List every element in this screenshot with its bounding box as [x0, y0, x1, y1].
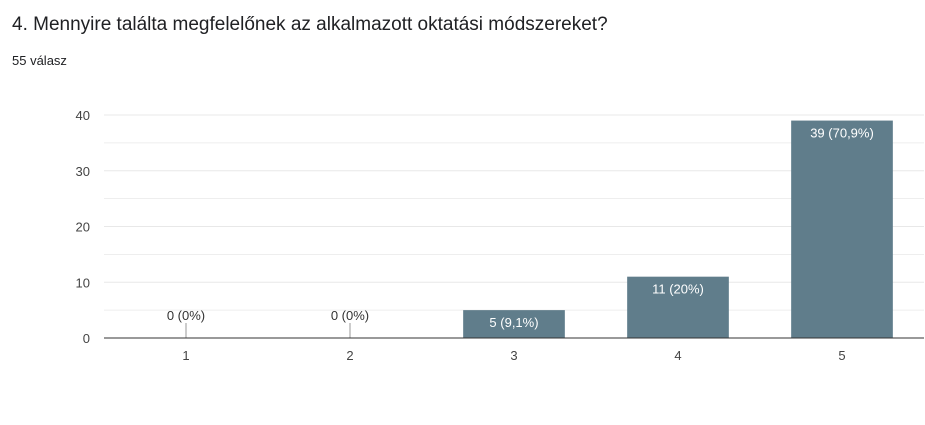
data-label: 39 (70,9%) — [810, 126, 874, 141]
x-tick-label: 2 — [346, 348, 353, 363]
data-label: 0 (0%) — [331, 308, 369, 323]
data-label: 5 (9,1%) — [489, 315, 538, 330]
x-tick-label: 3 — [510, 348, 517, 363]
x-tick-label: 1 — [182, 348, 189, 363]
y-tick-label: 30 — [76, 164, 90, 179]
data-label: 11 (20%) — [652, 282, 704, 297]
x-tick-label: 5 — [838, 348, 845, 363]
question-title: 4. Mennyire találta megfelelőnek az alka… — [12, 14, 608, 35]
bar — [627, 276, 729, 338]
y-tick-label: 10 — [76, 275, 90, 290]
response-count: 55 válasz — [12, 53, 67, 68]
data-label: 0 (0%) — [167, 308, 205, 323]
y-tick-label: 0 — [83, 331, 90, 346]
x-tick-label: 4 — [674, 348, 681, 363]
bar — [463, 310, 565, 338]
y-tick-label: 40 — [76, 108, 90, 123]
bar — [791, 120, 893, 338]
y-tick-label: 20 — [76, 220, 90, 235]
